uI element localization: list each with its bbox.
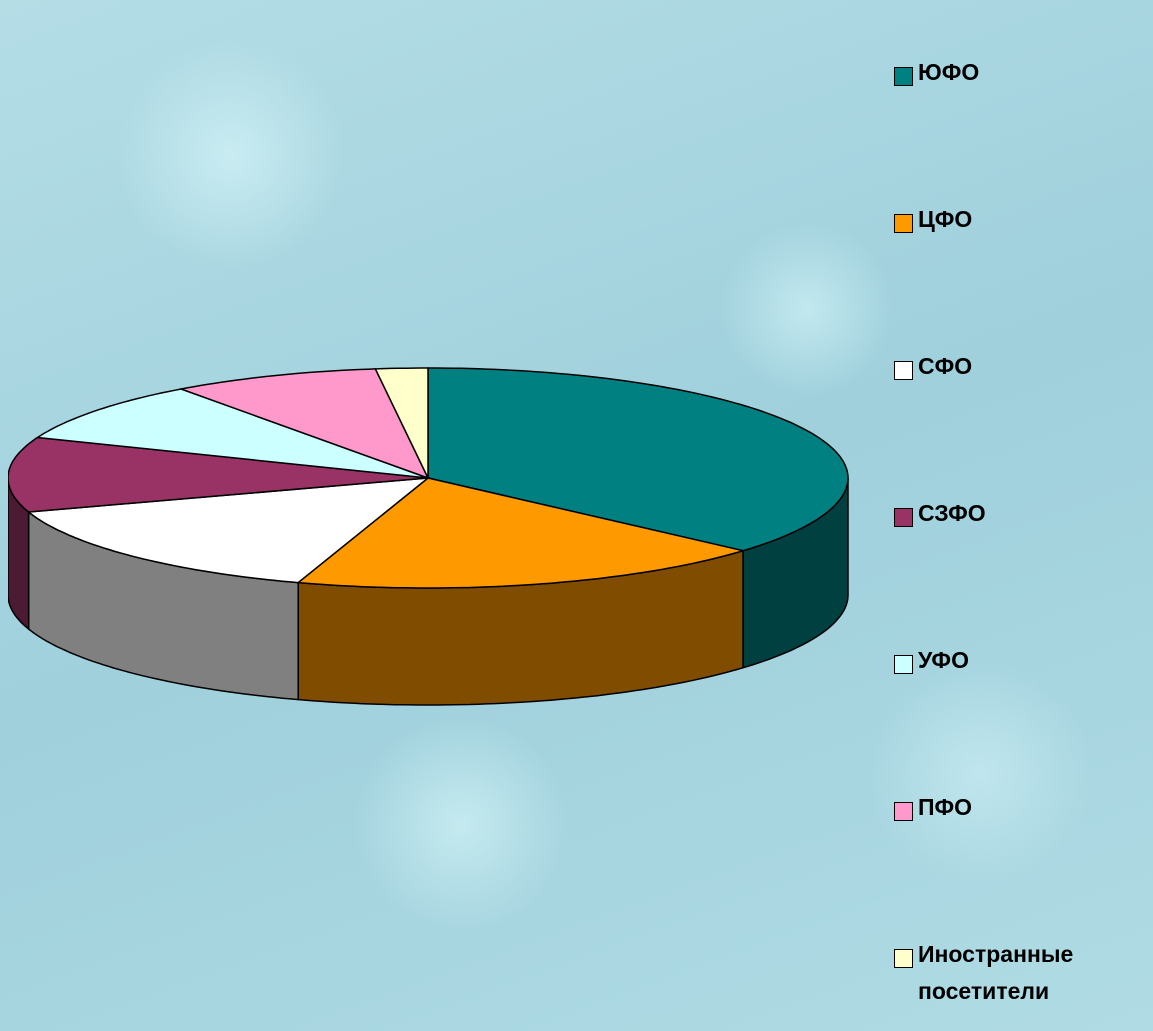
legend-item: ПФО <box>894 794 1143 826</box>
legend-swatch <box>894 214 913 233</box>
legend-item: ЮФО <box>894 59 1143 91</box>
slice <box>35 388 429 479</box>
slice <box>427 367 849 552</box>
pie-chart <box>8 367 849 706</box>
legend-swatch <box>894 802 913 821</box>
legend-item: СЗФО <box>894 500 1143 532</box>
slice <box>8 436 429 513</box>
legend-item: СФО <box>894 353 1143 385</box>
legend-item: ЦФО <box>894 206 1143 238</box>
slice <box>374 367 429 479</box>
legend-swatch <box>894 655 913 674</box>
legend-item: УФО <box>894 647 1143 679</box>
legend-item: Иностранные посетители <box>894 941 1143 1010</box>
legend-swatch <box>894 508 913 527</box>
legend-label: СФО <box>918 353 973 379</box>
legend-swatch <box>894 949 913 968</box>
legend-label: Иностранные посетители <box>918 941 1074 1004</box>
legend-label: ЮФО <box>918 59 980 85</box>
legend-label: ПФО <box>918 794 973 820</box>
slice <box>178 368 430 480</box>
legend-swatch <box>894 67 913 86</box>
chart-area: ЮФО ЦФО СФО СЗФО УФО ПФО Иностранные посетител… <box>8 10 1148 1028</box>
legend-label: УФО <box>918 647 969 673</box>
legend-swatch <box>894 361 913 380</box>
slice <box>296 477 746 589</box>
legend-label: СЗФО <box>918 500 986 526</box>
legend-label: ЦФО <box>918 206 973 232</box>
